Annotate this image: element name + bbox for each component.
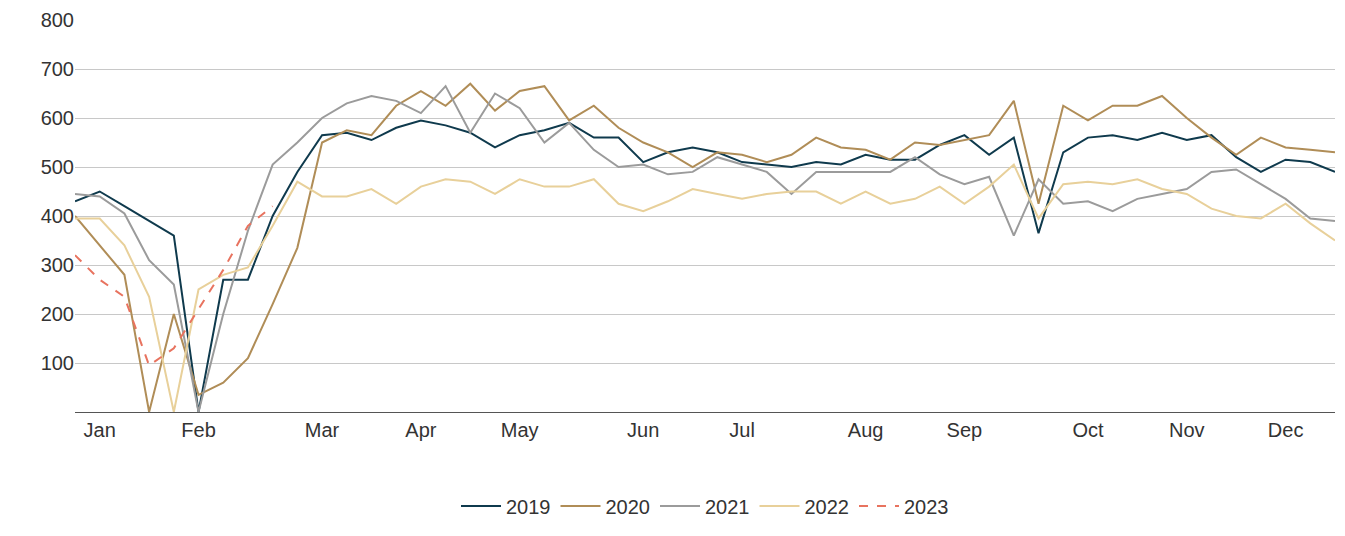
svg-text:2023: 2023 — [904, 496, 949, 518]
svg-text:Oct: Oct — [1072, 419, 1104, 441]
svg-text:100: 100 — [41, 352, 74, 374]
svg-text:300: 300 — [41, 254, 74, 276]
svg-text:500: 500 — [41, 156, 74, 178]
svg-text:2020: 2020 — [606, 496, 651, 518]
svg-text:800: 800 — [41, 9, 74, 31]
svg-text:May: May — [501, 419, 539, 441]
svg-text:2019: 2019 — [506, 496, 551, 518]
svg-text:2022: 2022 — [805, 496, 850, 518]
svg-text:Feb: Feb — [181, 419, 215, 441]
svg-text:Apr: Apr — [405, 419, 436, 441]
svg-text:Sep: Sep — [947, 419, 983, 441]
svg-text:Nov: Nov — [1169, 419, 1205, 441]
svg-text:Jul: Jul — [729, 419, 755, 441]
svg-text:Aug: Aug — [848, 419, 884, 441]
svg-text:400: 400 — [41, 205, 74, 227]
svg-text:Dec: Dec — [1268, 419, 1304, 441]
svg-text:Jan: Jan — [84, 419, 116, 441]
svg-text:Jun: Jun — [627, 419, 659, 441]
svg-text:200: 200 — [41, 303, 74, 325]
svg-text:600: 600 — [41, 107, 74, 129]
svg-text:700: 700 — [41, 58, 74, 80]
svg-text:2021: 2021 — [705, 496, 750, 518]
svg-text:Mar: Mar — [305, 419, 340, 441]
